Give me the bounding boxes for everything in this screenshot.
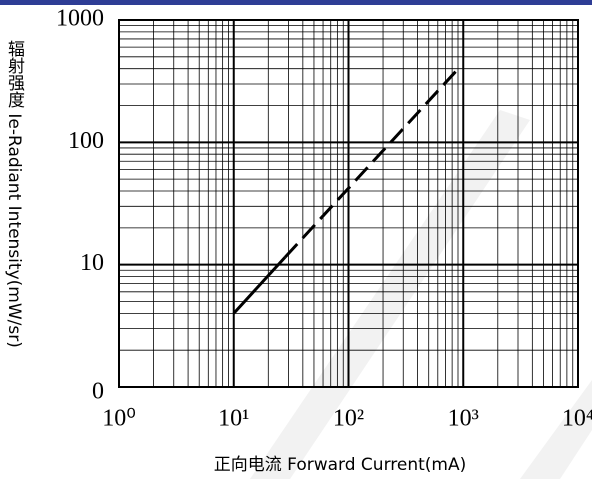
y-tick-label: 1000 xyxy=(56,6,104,32)
y-axis-label: 辐射强度 Ie-Radiant Intensity(mW/sr) xyxy=(4,40,25,348)
top-bar xyxy=(0,0,592,5)
x-tick-label: 10⁰ xyxy=(102,406,136,432)
x-tick-label: 10¹ xyxy=(218,406,249,432)
y-tick-label: 10 xyxy=(80,250,104,276)
x-tick-label: 10³ xyxy=(448,406,479,432)
x-tick-label: 10² xyxy=(333,406,364,432)
watermark xyxy=(520,380,592,479)
y-tick-label: 100 xyxy=(68,128,104,154)
data-line xyxy=(232,256,287,315)
x-axis-label: 正向电流 Forward Current(mA) xyxy=(214,455,466,475)
data-line xyxy=(283,65,462,259)
watermark xyxy=(250,110,530,479)
x-tick-label: 10⁴ xyxy=(562,406,592,432)
y-tick-label: 0 xyxy=(92,379,104,405)
plot-frame xyxy=(118,19,579,388)
